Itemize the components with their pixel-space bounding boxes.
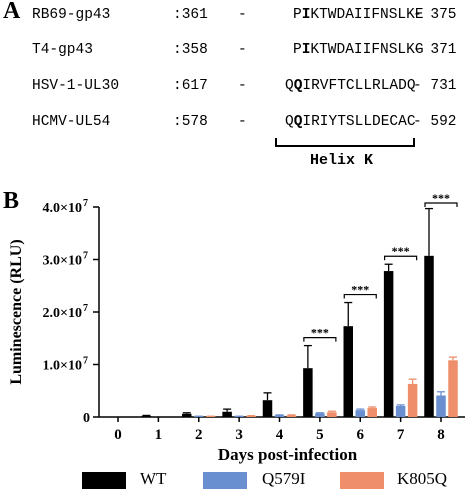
significance-bracket (303, 337, 337, 342)
x-tick-label: 1 (155, 427, 163, 443)
bar-q579i (436, 395, 446, 417)
x-tick-label: 4 (276, 427, 284, 443)
y-tick-exponent: 7 (83, 356, 88, 367)
y-tick-exponent: 7 (83, 251, 88, 262)
bar-k805q (327, 412, 337, 417)
x-axis-label: Days post-infection (218, 445, 358, 464)
end-position: - 731 (413, 78, 457, 94)
luminescence-chart: B01.0×10 72.0×10 73.0×10 74.0×10 7Luminescen… (3, 190, 465, 464)
bar-k805q (286, 415, 297, 417)
bar-k805q (407, 383, 418, 417)
significance-bracket (384, 255, 418, 261)
x-tick-label: 0 (114, 427, 122, 443)
legend-label-q579i: Q579I (262, 469, 306, 488)
panel-a-letter: A (3, 0, 21, 24)
y-tick-label: 0 (83, 411, 90, 426)
start-position: :578 (173, 114, 208, 130)
start-position: :361 (173, 7, 208, 23)
y-axis-label: Luminescence (RLU) (8, 239, 25, 384)
dash: - (238, 42, 247, 58)
bar-k805q (448, 360, 458, 417)
bar-wt (262, 400, 273, 417)
legend-swatch-q579i (203, 472, 247, 489)
bar-wt (424, 255, 434, 417)
sequence: QQIRIYTSLLDECAC (285, 114, 416, 130)
bar-wt (182, 413, 192, 417)
x-tick-label: 2 (195, 427, 203, 443)
y-tick-label: 4.0×10 (43, 201, 82, 216)
legend: WT Q579I K805Q (0, 468, 474, 492)
x-tick-label: 6 (357, 427, 365, 443)
bar-k805q (367, 408, 377, 417)
sequence: PIKTWDAIIFNSLKG (293, 42, 424, 58)
legend-label-wt: WT (140, 469, 167, 488)
bar-q579i (274, 415, 285, 417)
start-position: :617 (173, 78, 208, 94)
end-position: - 375 (413, 7, 457, 23)
significance-label: *** (311, 326, 329, 340)
significance-label: *** (351, 283, 369, 297)
legend-swatch-k805q (340, 472, 384, 489)
alignment-row: HCMV-UL54 :578 - QQIRIYTSLLDECAC - 592 (0, 114, 457, 134)
bar-wt (343, 326, 353, 417)
y-tick-exponent: 7 (83, 303, 88, 314)
helix-bracket (275, 138, 415, 147)
sequence: PIKTWDAIIFNSLKE (293, 7, 424, 23)
bar-q579i (395, 405, 406, 417)
y-tick-label: 2.0×10 (43, 306, 82, 321)
y-tick-exponent: 7 (83, 198, 88, 209)
alignment-row: T4-gp43 :358 - PIKTWDAIIFNSLKG - 371 (0, 42, 457, 62)
bar-wt (222, 411, 232, 417)
dash: - (238, 7, 247, 23)
end-position: - 592 (413, 114, 457, 130)
bar-q579i (355, 410, 365, 417)
x-tick-label: 5 (316, 427, 324, 443)
helix-label: Helix K (310, 152, 374, 169)
protein-name: RB69-gp43 (32, 7, 111, 23)
x-tick-label: 8 (437, 427, 445, 443)
x-tick-label: 3 (235, 427, 243, 443)
legend-label-k805q: K805Q (397, 469, 448, 488)
bar-wt (383, 271, 394, 417)
x-tick-label: 7 (397, 427, 405, 443)
significance-bracket (424, 202, 458, 207)
bar-wt (303, 368, 313, 417)
significance-label: *** (432, 191, 450, 205)
significance-bracket (343, 293, 377, 299)
alignment-row: HSV-1-UL30 :617 - QQIRVFTCLLRLADQ - 731 (0, 78, 457, 98)
protein-name: HSV-1-UL30 (32, 78, 120, 94)
bar-wt (141, 415, 152, 417)
start-position: :358 (173, 42, 208, 58)
y-tick-label: 1.0×10 (43, 359, 82, 374)
alignment-row: RB69-gp43 :361 - PIKTWDAIIFNSLKE - 375 (0, 7, 457, 27)
protein-name: HCMV-UL54 (32, 114, 111, 130)
y-tick-label: 3.0×10 (43, 254, 82, 269)
bar-q579i (315, 413, 325, 417)
legend-swatch-wt (82, 472, 126, 489)
sequence: QQIRVFTCLLRLADQ (285, 78, 416, 94)
protein-name: T4-gp43 (32, 42, 93, 58)
panel-b-letter: B (3, 190, 19, 214)
dash: - (238, 114, 247, 130)
significance-label: *** (392, 244, 410, 258)
dash: - (238, 78, 247, 94)
bar-k805q (246, 415, 256, 417)
end-position: - 371 (413, 42, 457, 58)
